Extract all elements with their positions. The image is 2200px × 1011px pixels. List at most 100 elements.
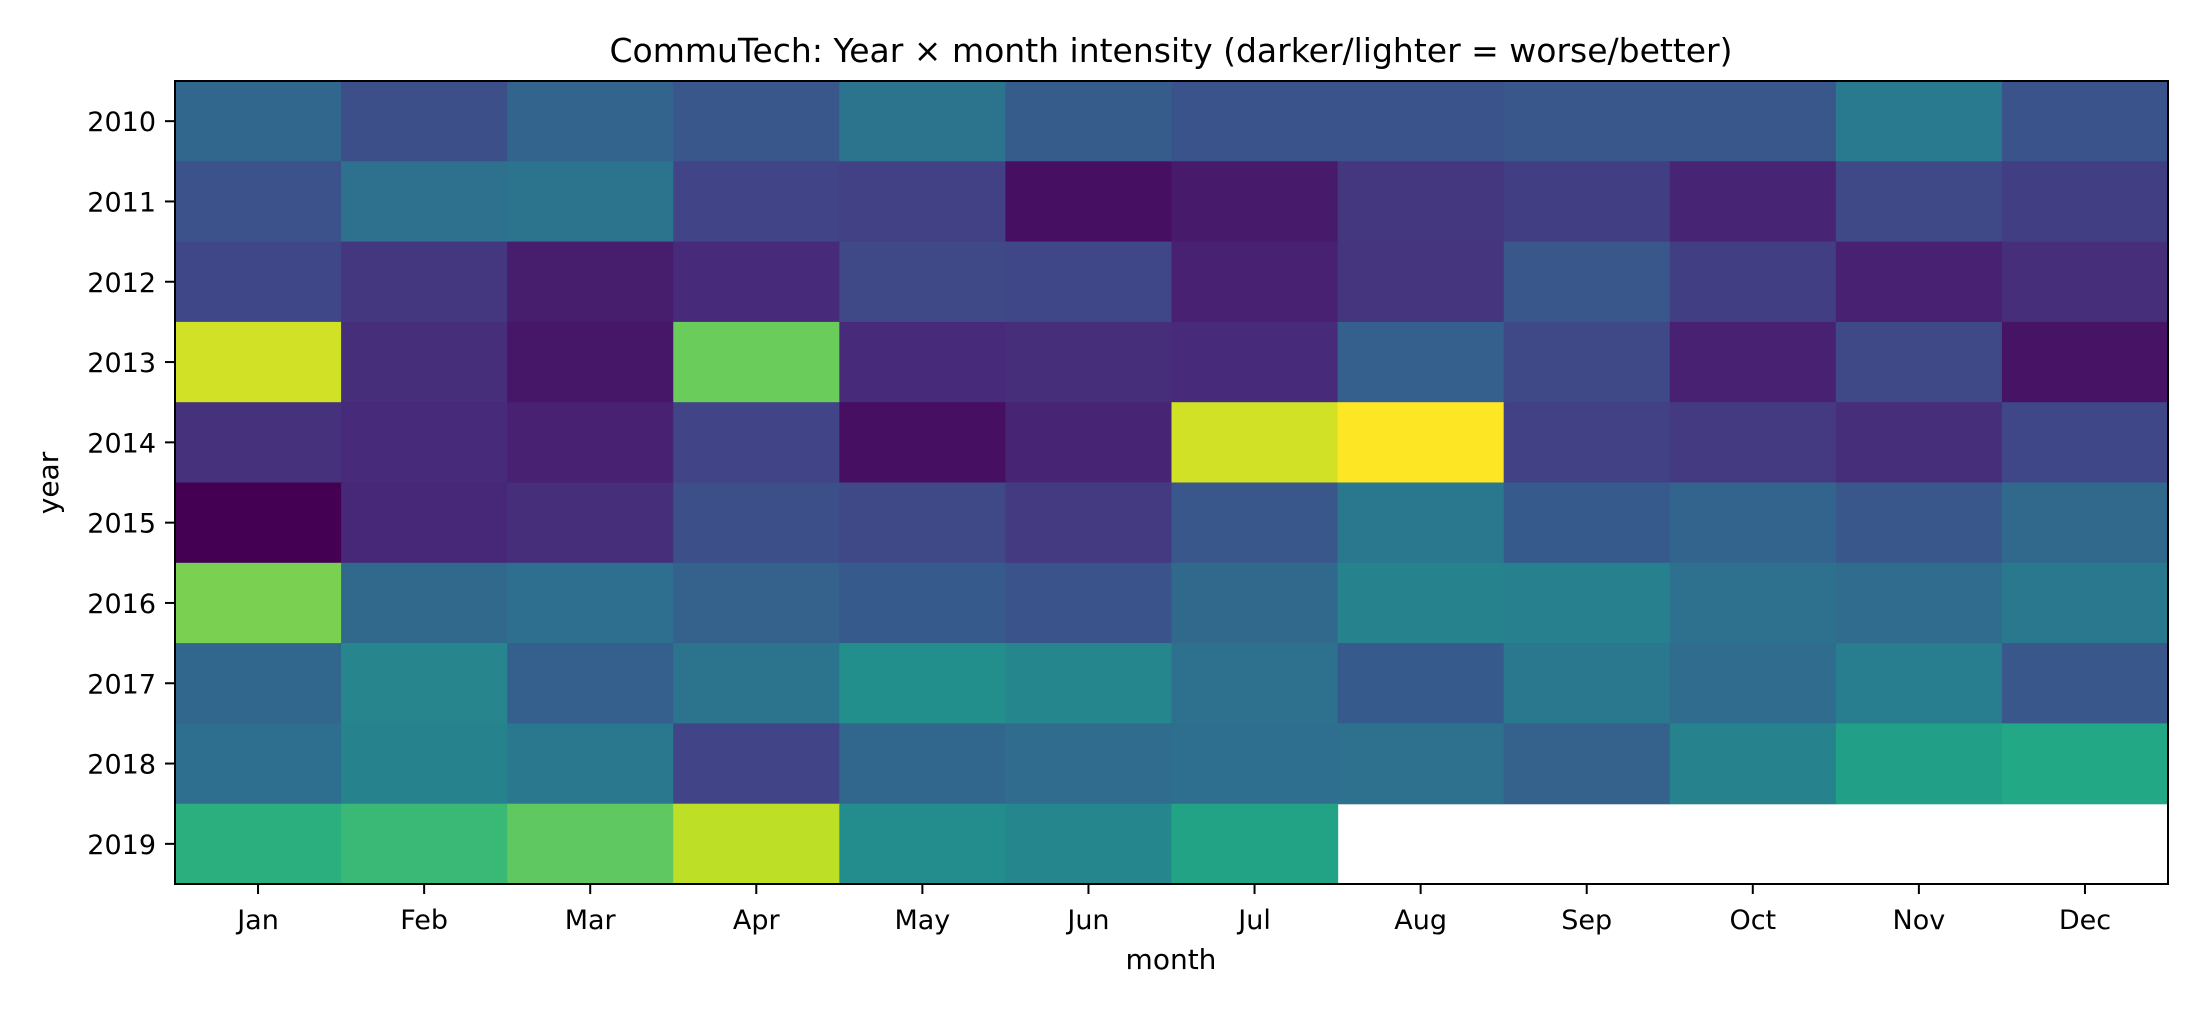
heatmap-cell-2016-sep bbox=[1503, 562, 1671, 644]
x-tick-label: May bbox=[894, 905, 950, 936]
heatmap-cell-2011-jan bbox=[175, 161, 342, 243]
heatmap-cell-2014-dec bbox=[2001, 402, 2169, 484]
y-tick-label: 2015 bbox=[87, 509, 156, 540]
heatmap-cell-2015-oct bbox=[1669, 482, 1837, 564]
heatmap-cell-2015-may bbox=[839, 482, 1007, 564]
y-tick-label: 2018 bbox=[87, 750, 156, 781]
heatmap-cell-2016-mar bbox=[507, 562, 674, 644]
heatmap-cell-2012-oct bbox=[1669, 241, 1837, 323]
heatmap-cell-2018-may bbox=[839, 723, 1007, 805]
heatmap-cell-2010-sep bbox=[1503, 81, 1671, 162]
x-axis: Jan Feb Mar Apr May Jun Jul Aug Sep Oct Nov Dec bbox=[235, 884, 2111, 936]
x-tick-label: Jan bbox=[235, 905, 279, 936]
heatmap-cell-2012-apr bbox=[673, 241, 840, 323]
heatmap-cell-2012-nov bbox=[1835, 241, 2003, 323]
heatmap-cell-2019-jul bbox=[1171, 803, 1339, 885]
heatmap-cell-2013-feb bbox=[341, 321, 508, 403]
heatmap-cell-2010-jul bbox=[1171, 81, 1339, 162]
heatmap-cell-2016-nov bbox=[1835, 562, 2003, 644]
heatmap-cell-2012-mar bbox=[507, 241, 674, 323]
heatmap-cell-2014-sep bbox=[1503, 402, 1671, 484]
heatmap-cell-2017-oct bbox=[1669, 643, 1837, 724]
heatmap-cell-2015-sep bbox=[1503, 482, 1671, 564]
heatmap-cell-2018-feb bbox=[341, 723, 508, 805]
heatmap-cell-2011-sep bbox=[1503, 161, 1671, 243]
heatmap-cell-2013-may bbox=[839, 321, 1007, 403]
heatmap-cell-2017-aug bbox=[1337, 643, 1505, 724]
heatmap-cell-2013-mar bbox=[507, 321, 674, 403]
heatmap-cell-2012-jul bbox=[1171, 241, 1339, 323]
heatmap-cell-2019-jan bbox=[175, 803, 342, 885]
heatmap-cell-2015-feb bbox=[341, 482, 508, 564]
heatmap-cell-2015-apr bbox=[673, 482, 840, 564]
heatmap-cell-2017-jun bbox=[1005, 643, 1173, 724]
heatmap-cell-2014-mar bbox=[507, 402, 674, 484]
heatmap-cell-2015-mar bbox=[507, 482, 674, 564]
heatmap-cell-2011-aug bbox=[1337, 161, 1505, 243]
heatmap-cell-2014-jan bbox=[175, 402, 342, 484]
heatmap-cell-2015-nov bbox=[1835, 482, 2003, 564]
heatmap-cell-2013-aug bbox=[1337, 321, 1505, 403]
heatmap-cell-2011-dec bbox=[2001, 161, 2169, 243]
heatmap-cell-2015-dec bbox=[2001, 482, 2169, 564]
x-tick-label: Dec bbox=[2059, 905, 2111, 936]
heatmap-cell-2010-nov bbox=[1835, 81, 2003, 162]
heatmap-cells bbox=[175, 81, 2169, 885]
heatmap-cell-2010-oct bbox=[1669, 81, 1837, 162]
heatmap-cell-2018-jul bbox=[1171, 723, 1339, 805]
heatmap-cell-2017-nov bbox=[1835, 643, 2003, 724]
heatmap-cell-2013-oct bbox=[1669, 321, 1837, 403]
heatmap-cell-2016-feb bbox=[341, 562, 508, 644]
heatmap-cell-2018-jan bbox=[175, 723, 342, 805]
heatmap-cell-2013-apr bbox=[673, 321, 840, 403]
x-tick-label: Mar bbox=[565, 905, 617, 936]
heatmap-cell-2011-feb bbox=[341, 161, 508, 243]
heatmap-cell-2014-oct bbox=[1669, 402, 1837, 484]
heatmap-cell-2019-may bbox=[839, 803, 1007, 885]
y-tick-label: 2016 bbox=[87, 589, 156, 620]
heatmap-cell-2011-jun bbox=[1005, 161, 1173, 243]
heatmap-cell-2018-sep bbox=[1503, 723, 1671, 805]
heatmap-cell-2019-apr bbox=[673, 803, 840, 885]
x-axis-label: month bbox=[1126, 943, 1217, 976]
heatmap-cell-2017-feb bbox=[341, 643, 508, 724]
heatmap-cell-2018-mar bbox=[507, 723, 674, 805]
heatmap-cell-2010-apr bbox=[673, 81, 840, 162]
x-tick-label: Jul bbox=[1236, 905, 1271, 936]
plot-frame bbox=[174, 80, 2169, 885]
x-tick-label: Nov bbox=[1893, 905, 1946, 936]
heatmap-cell-2013-nov bbox=[1835, 321, 2003, 403]
y-tick-label: 2013 bbox=[87, 348, 156, 379]
heatmap-cell-2019-jun bbox=[1005, 803, 1173, 885]
x-tick-label: Apr bbox=[733, 905, 781, 936]
heatmap-cell-2010-aug bbox=[1337, 81, 1505, 162]
heatmap-cell-2016-jul bbox=[1171, 562, 1339, 644]
heatmap-cell-2010-mar bbox=[507, 81, 674, 162]
heatmap-cell-2018-nov bbox=[1835, 723, 2003, 805]
y-tick-label: 2012 bbox=[87, 268, 156, 299]
heatmap-cell-2014-aug bbox=[1337, 402, 1505, 484]
heatmap-cell-2010-dec bbox=[2001, 81, 2169, 162]
heatmap-cell-2013-dec bbox=[2001, 321, 2169, 403]
heatmap-cell-2017-dec bbox=[2001, 643, 2169, 724]
heatmap-cell-2011-oct bbox=[1669, 161, 1837, 243]
heatmap-cell-2016-jan bbox=[175, 562, 342, 644]
heatmap-cell-2012-may bbox=[839, 241, 1007, 323]
heatmap-cell-2015-jul bbox=[1171, 482, 1339, 564]
heatmap-cell-2010-jun bbox=[1005, 81, 1173, 162]
heatmap-cell-2019-mar bbox=[507, 803, 674, 885]
heatmap-cell-2017-jul bbox=[1171, 643, 1339, 724]
heatmap-cell-2016-aug bbox=[1337, 562, 1505, 644]
heatmap-cell-2016-may bbox=[839, 562, 1007, 644]
heatmap-cell-2014-jul bbox=[1171, 402, 1339, 484]
heatmap-cell-2018-oct bbox=[1669, 723, 1837, 805]
heatmap-cell-2012-feb bbox=[341, 241, 508, 323]
heatmap-cell-2014-may bbox=[839, 402, 1007, 484]
heatmap-cell-2013-jan bbox=[175, 321, 342, 403]
heatmap-cell-2013-jul bbox=[1171, 321, 1339, 403]
x-tick-label: Feb bbox=[400, 905, 448, 936]
y-axis-label: year bbox=[32, 451, 65, 514]
heatmap-cell-2016-oct bbox=[1669, 562, 1837, 644]
x-tick-label: Jun bbox=[1065, 905, 1109, 936]
